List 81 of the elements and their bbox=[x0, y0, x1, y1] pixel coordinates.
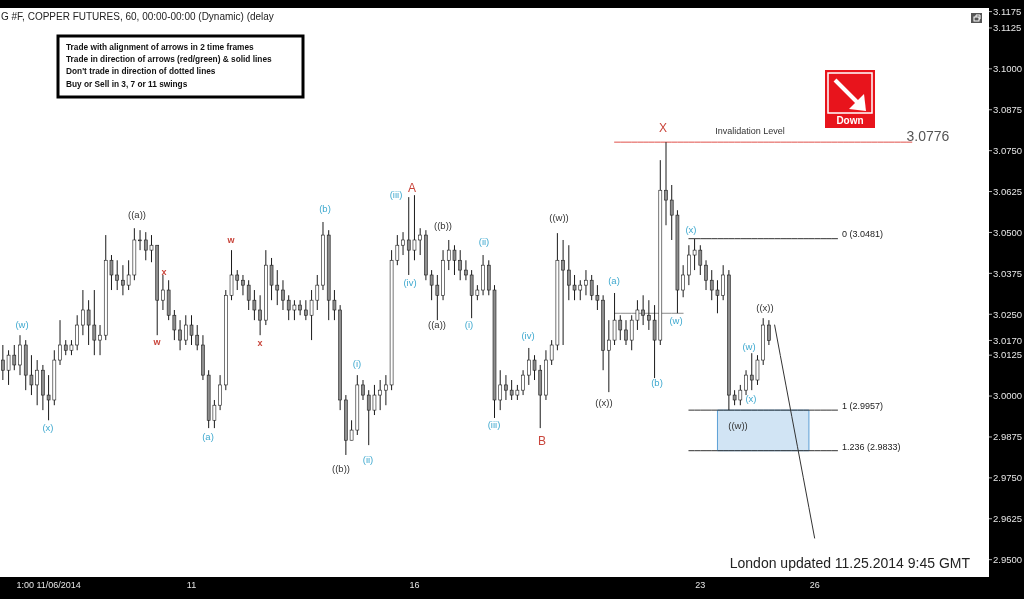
annotation: ((a)) bbox=[428, 319, 446, 331]
annotation: (iv) bbox=[521, 330, 535, 342]
annotation: Don't trade in direction of dotted lines bbox=[66, 66, 216, 77]
annotation: (x) bbox=[685, 224, 697, 236]
annotation: 3.0776 bbox=[906, 127, 950, 144]
y-tick-label: 2.9625 bbox=[993, 513, 1023, 525]
annotation: ((w)) bbox=[549, 212, 569, 224]
candlestick bbox=[504, 374, 508, 401]
y-tick-label: 2.9750 bbox=[993, 472, 1023, 484]
annotation: (w) bbox=[15, 319, 29, 331]
candlestick bbox=[744, 369, 748, 396]
y-tick-label: 3.0625 bbox=[993, 185, 1023, 197]
annotation: ((a)) bbox=[128, 209, 146, 221]
annotation: (i) bbox=[352, 358, 362, 370]
annotation: ((w)) bbox=[728, 420, 748, 432]
annotation: (b) bbox=[651, 377, 663, 389]
x-tick-label: 26 bbox=[809, 580, 820, 590]
candlestick bbox=[361, 379, 365, 401]
annotation: 0 (3.0481) bbox=[842, 229, 884, 240]
annotation: X bbox=[658, 121, 668, 136]
y-tick-label: 2.9875 bbox=[993, 431, 1023, 443]
y-tick-label: 3.0250 bbox=[993, 308, 1023, 320]
annotation: (x) bbox=[42, 422, 54, 434]
candlestick bbox=[664, 141, 668, 226]
y-tick-label: 3.0500 bbox=[993, 226, 1023, 238]
candlestick bbox=[98, 324, 102, 356]
annotation: 1 (2.9957) bbox=[842, 401, 884, 412]
y-tick-label: 3.0000 bbox=[993, 390, 1023, 402]
annotation: 1.236 (2.9833) bbox=[842, 442, 901, 453]
y-tick-label: 3.0875 bbox=[993, 104, 1023, 116]
candlestick bbox=[401, 231, 405, 256]
y-tick-label: 3.0375 bbox=[993, 267, 1023, 279]
annotation: Invalidation Level bbox=[715, 126, 785, 137]
annotation: (iii) bbox=[487, 419, 501, 431]
y-tick-label: 3.1000 bbox=[993, 63, 1023, 75]
annotation: ((x)) bbox=[756, 302, 774, 314]
annotation: ((b)) bbox=[434, 220, 452, 232]
candlestick bbox=[58, 319, 62, 366]
candlestick bbox=[704, 259, 708, 291]
annotation: (w) bbox=[669, 315, 683, 327]
annotation: (a) bbox=[608, 275, 620, 287]
annotation: (iii) bbox=[389, 189, 403, 201]
annotation: (b) bbox=[319, 203, 331, 215]
candlestick bbox=[241, 274, 245, 296]
annotation: (i) bbox=[464, 319, 474, 331]
annotation: (ii) bbox=[362, 454, 374, 466]
annotation: London updated 11.25.2014 9:45 GMT bbox=[729, 555, 971, 571]
annotation: w bbox=[226, 235, 236, 246]
annotation: B bbox=[537, 434, 547, 449]
x-tick-label: 16 bbox=[409, 580, 420, 590]
annotation: A bbox=[407, 181, 417, 196]
annotation: (iv) bbox=[403, 277, 417, 289]
annotation: Trade in direction of arrows (red/green) & solid lines bbox=[66, 54, 272, 65]
x-tick-label: 23 bbox=[695, 580, 706, 590]
candlestick bbox=[281, 279, 285, 311]
y-tick-label: 3.0125 bbox=[993, 349, 1023, 361]
y-tick-label: 3.1125 bbox=[993, 22, 1022, 34]
annotation: (w) bbox=[742, 341, 756, 353]
annotation: x bbox=[161, 267, 167, 278]
candlestick bbox=[138, 229, 142, 251]
annotation: (ii) bbox=[478, 236, 490, 248]
annotation: (a) bbox=[202, 431, 214, 443]
annotation: Trade with alignment of arrows in 2 time frames bbox=[66, 42, 255, 52]
y-tick-label: 2.9500 bbox=[993, 553, 1023, 565]
annotation: x bbox=[257, 338, 263, 349]
candlestick bbox=[18, 334, 22, 376]
x-tick-label: 1:00 11/06/2014 bbox=[16, 580, 81, 590]
annotation: ((b)) bbox=[332, 463, 350, 475]
y-tick-label: 3.0170 bbox=[993, 334, 1023, 346]
y-tick-label: 3.1175 bbox=[993, 5, 1022, 17]
annotation: ((x)) bbox=[595, 397, 613, 409]
candlestick bbox=[624, 319, 628, 346]
chart-title: G #F, COPPER FUTURES, 60, 00:00-00:00 (Dynamic) (delay bbox=[1, 11, 274, 22]
candlestick bbox=[584, 269, 588, 296]
annotation: (x) bbox=[745, 393, 757, 405]
x-tick-label: 11 bbox=[186, 580, 197, 590]
y-tick-label: 3.0750 bbox=[993, 144, 1023, 156]
candlestick bbox=[767, 319, 771, 346]
annotation: w bbox=[152, 337, 162, 348]
annotation: Buy or Sell in 3, 7 or 11 swings bbox=[66, 78, 188, 89]
annotation: Down bbox=[836, 115, 864, 126]
